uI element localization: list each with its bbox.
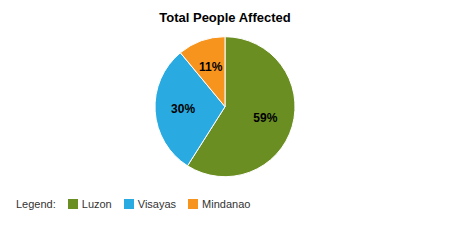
svg-text:30%: 30% (171, 102, 195, 116)
html-text:Legend:: Legend: (16, 198, 56, 210)
html-text:Mindanao: Mindanao (202, 198, 251, 210)
html-text:Luzon: Luzon (81, 198, 112, 210)
html-text:Visayas: Visayas (137, 198, 177, 210)
svg-text:59%: 59% (253, 111, 277, 125)
html-text:Total People Affected: Total People Affected (159, 10, 291, 25)
svg-text:11%: 11% (199, 60, 223, 74)
